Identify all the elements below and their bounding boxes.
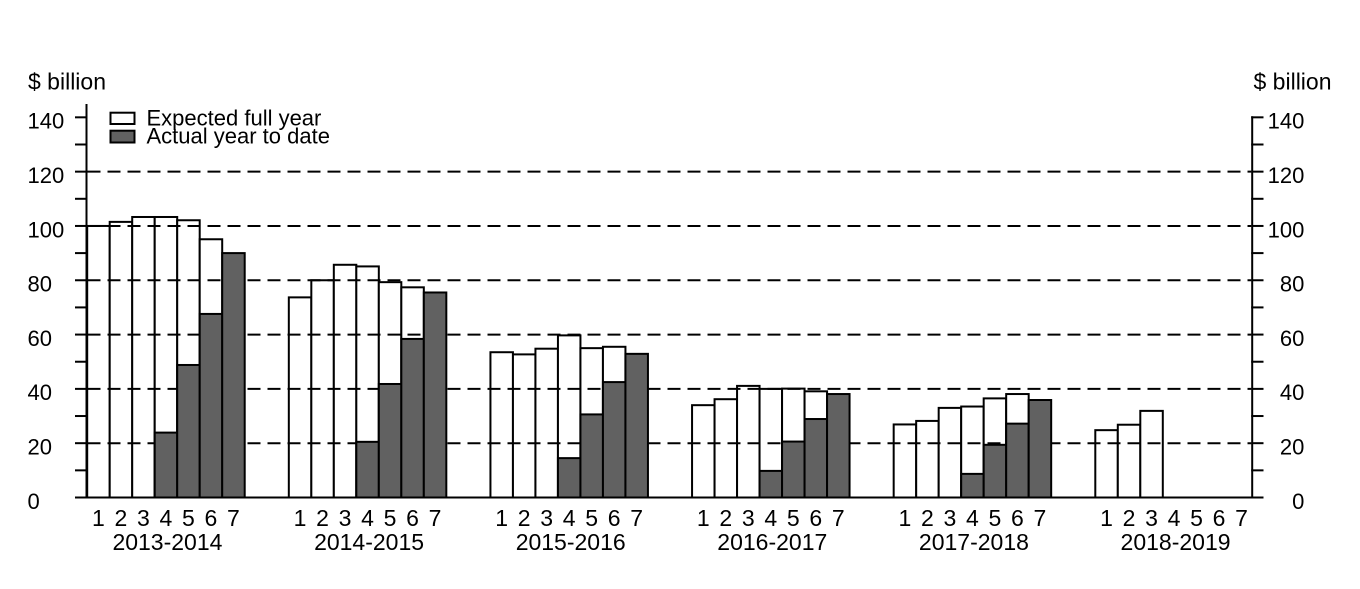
svg-text:6: 6 [608,505,621,531]
svg-text:3: 3 [1145,505,1158,531]
svg-text:Expected full year: Expected full year [147,105,322,130]
svg-text:5: 5 [182,505,195,531]
svg-text:60: 60 [1280,326,1304,351]
svg-text:5: 5 [585,505,598,531]
svg-text:6: 6 [1213,505,1226,531]
svg-text:2015-2016: 2015-2016 [516,529,626,555]
svg-text:3: 3 [540,505,553,531]
svg-text:2014-2015: 2014-2015 [314,529,424,555]
svg-text:40: 40 [1280,380,1304,405]
svg-text:140: 140 [1268,109,1305,134]
svg-text:2: 2 [115,505,128,531]
svg-text:Actual year to date: Actual year to date [147,124,330,149]
svg-text:2013-2014: 2013-2014 [112,529,222,555]
svg-text:100: 100 [28,217,65,242]
svg-text:7: 7 [227,505,240,531]
svg-text:1: 1 [697,505,710,531]
svg-text:$ billion: $ billion [1254,69,1332,95]
svg-text:3: 3 [944,505,957,531]
svg-text:100: 100 [1268,217,1305,242]
svg-text:7: 7 [1235,505,1248,531]
svg-text:$ billion: $ billion [28,69,106,95]
svg-text:6: 6 [205,505,218,531]
svg-text:4: 4 [563,505,576,531]
svg-text:6: 6 [406,505,419,531]
svg-text:6: 6 [1011,505,1024,531]
svg-text:5: 5 [989,505,1002,531]
svg-text:1: 1 [294,505,307,531]
svg-text:7: 7 [429,505,442,531]
svg-text:1: 1 [92,505,105,531]
svg-text:5: 5 [787,505,800,531]
svg-text:1: 1 [1100,505,1113,531]
svg-text:60: 60 [28,326,52,351]
svg-text:3: 3 [742,505,755,531]
svg-text:2018-2019: 2018-2019 [1121,529,1231,555]
svg-text:7: 7 [1034,505,1047,531]
svg-text:5: 5 [1190,505,1203,531]
svg-text:0: 0 [1292,489,1304,514]
svg-text:140: 140 [28,109,65,134]
svg-text:3: 3 [137,505,150,531]
svg-text:40: 40 [28,380,52,405]
svg-text:2: 2 [1123,505,1136,531]
svg-text:120: 120 [1268,163,1305,188]
svg-text:2: 2 [921,505,934,531]
svg-text:80: 80 [28,272,52,297]
svg-text:1: 1 [899,505,912,531]
svg-text:5: 5 [384,505,397,531]
svg-text:6: 6 [809,505,822,531]
svg-text:4: 4 [966,505,979,531]
svg-text:0: 0 [28,489,40,514]
svg-text:4: 4 [1168,505,1181,531]
svg-text:2: 2 [719,505,732,531]
svg-text:2016-2017: 2016-2017 [717,529,827,555]
svg-text:3: 3 [339,505,352,531]
svg-text:2017-2018: 2017-2018 [919,529,1029,555]
svg-text:120: 120 [28,163,65,188]
svg-text:7: 7 [832,505,845,531]
svg-text:1: 1 [495,505,508,531]
svg-text:20: 20 [1280,434,1304,459]
svg-text:4: 4 [764,505,777,531]
svg-text:7: 7 [630,505,643,531]
svg-text:20: 20 [28,434,52,459]
svg-text:80: 80 [1280,272,1304,297]
svg-text:2: 2 [316,505,329,531]
svg-text:2: 2 [518,505,531,531]
svg-text:4: 4 [361,505,374,531]
svg-text:4: 4 [160,505,173,531]
